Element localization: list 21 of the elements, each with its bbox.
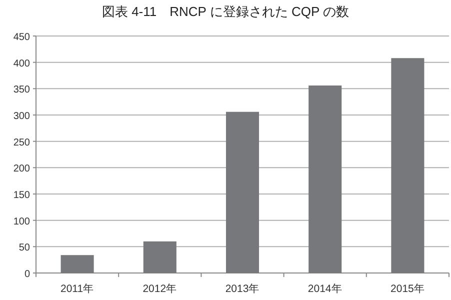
y-tick-label: 350 bbox=[13, 84, 30, 96]
x-tick-label: 2013年 bbox=[225, 283, 260, 295]
bar bbox=[60, 255, 94, 273]
y-tick-label: 50 bbox=[18, 242, 30, 254]
y-tick-label: 450 bbox=[13, 32, 30, 43]
y-tick-label: 100 bbox=[13, 216, 30, 228]
y-tick-label: 150 bbox=[13, 190, 30, 201]
x-tick-label: 2012年 bbox=[142, 283, 178, 295]
x-tick-label: 2011年 bbox=[60, 283, 94, 295]
bar bbox=[308, 86, 342, 273]
y-tick-label: 250 bbox=[13, 137, 30, 148]
y-tick-label: 200 bbox=[13, 164, 30, 175]
x-tick-label: 2015年 bbox=[390, 283, 425, 295]
bar bbox=[143, 241, 176, 273]
x-tick-label: 2014年 bbox=[308, 283, 342, 295]
bar bbox=[226, 112, 260, 273]
bar bbox=[391, 58, 424, 273]
y-tick-label: 300 bbox=[13, 111, 30, 122]
y-tick-label: 400 bbox=[13, 58, 30, 70]
chart-title: 図表 4-11 RNCP に登録された CQP の数 bbox=[102, 4, 350, 19]
y-tick-label: 0 bbox=[24, 269, 30, 280]
